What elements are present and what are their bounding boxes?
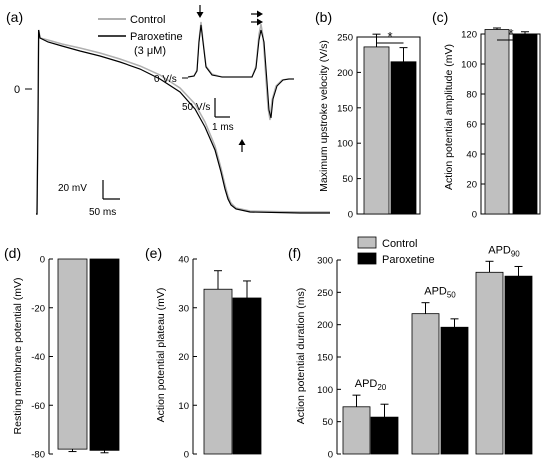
y-tick-label: 60: [466, 120, 477, 131]
panel-d-label: (d): [4, 245, 21, 261]
category-label-apd50: APD50: [424, 286, 456, 300]
panel-e-label: (e): [145, 245, 162, 261]
y-tick-label: -40: [31, 352, 45, 363]
bar-control: [484, 29, 510, 215]
y-tick-label: 150: [337, 103, 353, 114]
panel-c-plot: 0 20 40 60 80 100 120 *: [461, 26, 541, 221]
panel-a-scalebar-v-label: 20 mV: [58, 183, 87, 194]
y-tick-label: 80: [466, 90, 477, 101]
y-tick-label: 40: [466, 150, 477, 161]
inset-trace-paroxetine: [187, 24, 294, 119]
panel-c-ylabel: Action potential amplitude (mV): [443, 44, 455, 190]
panel-a-zero-label: 0: [14, 84, 20, 96]
panel-a-label: (a): [6, 9, 23, 25]
bar-paroxetine: [89, 258, 120, 451]
y-tick-label: 50: [342, 174, 353, 185]
bar-apd20-paroxetine: [370, 416, 399, 455]
inset-scalebar-h-label: 1 ms: [212, 122, 234, 133]
legend-paroxetine-label: Paroxetine: [130, 31, 183, 43]
y-tick-label: 250: [317, 288, 333, 299]
y-tick-label: -80: [31, 450, 45, 461]
legend-f-paroxetine-swatch: [357, 252, 377, 265]
arrow-trough-head: [238, 139, 246, 145]
panel-a-inset: 0 V/s 50 V/s 1 ms: [154, 5, 294, 152]
bar-apd50-control: [411, 313, 440, 455]
panel-f-label: (f): [288, 245, 301, 261]
category-label-apd20: APD20: [355, 378, 387, 392]
y-tick-label: 0: [40, 255, 45, 266]
panel-f-ylabel: Action potential duration (ms): [295, 288, 307, 425]
y-tick-label: 10: [178, 401, 189, 412]
panel-c-ap-amplitude: (c) Action potential amplitude (mV) 0 20 4…: [432, 9, 541, 221]
legend-f-control-swatch: [357, 236, 377, 249]
panel-e-ylabel: Action potential plateau (mV): [155, 288, 167, 423]
panel-f-plot: 0 50 100 150 200 250 300 APD20 APD50 APD90: [317, 244, 533, 461]
bar-control: [363, 46, 390, 215]
arrow-right-lower-head: [257, 18, 263, 26]
inset-zero-label: 0 V/s: [154, 74, 177, 85]
y-tick-label: -20: [31, 303, 45, 314]
arrow-peak-head: [196, 12, 204, 18]
y-tick-label: 0: [328, 450, 333, 461]
y-tick-label: 50: [322, 417, 333, 428]
y-tick-label: 100: [461, 60, 477, 71]
trace-paroxetine: [36, 29, 330, 215]
bar-apd90-control: [475, 271, 504, 455]
y-tick-label: 120: [461, 30, 477, 41]
category-label-apd90: APD90: [488, 244, 520, 258]
significance-marker: *: [387, 29, 392, 44]
bar-apd50-paroxetine: [440, 326, 469, 455]
panel-b-upstroke-velocity: (b) Maximum upstroke velocity (V/s) 0 50 1…: [315, 9, 421, 221]
y-tick-label: 150: [317, 353, 333, 364]
y-tick-label: 200: [317, 320, 333, 331]
significance-marker: *: [508, 26, 513, 41]
y-tick-label: 30: [178, 303, 189, 314]
legend-f-control-label: Control: [382, 238, 417, 250]
y-tick-label: 300: [317, 256, 333, 267]
panel-d-resting-potential: (d) Resting membrane potential (mV) 0 -20…: [4, 245, 120, 461]
bar-paroxetine: [390, 61, 417, 215]
legend-f-paroxetine-label: Paroxetine: [382, 254, 435, 266]
panel-d-plot: 0 -20 -40 -60 -80: [31, 255, 120, 461]
y-tick-label: 100: [337, 139, 353, 150]
bar-control: [57, 258, 88, 450]
y-tick-label: 0: [472, 210, 477, 221]
y-tick-label: 200: [337, 68, 353, 79]
bar-apd20-control: [342, 406, 371, 455]
panel-c-label: (c): [432, 9, 448, 25]
bar-paroxetine: [512, 33, 538, 215]
y-tick-label: -60: [31, 401, 45, 412]
bar-apd90-paroxetine: [504, 275, 533, 455]
bar-paroxetine: [232, 297, 262, 455]
panel-b-ylabel: Maximum upstroke velocity (V/s): [318, 40, 330, 192]
bar-control: [203, 288, 233, 455]
panel-a-scalebar-h-label: 50 ms: [89, 207, 116, 218]
arrow-right-upper-head: [257, 10, 263, 18]
y-tick-label: 250: [337, 33, 353, 44]
y-tick-label: 0: [184, 450, 189, 461]
legend-control-label: Control: [130, 14, 165, 26]
panel-f-ap-duration: (f) Action potential duration (ms) 0 50 10…: [288, 236, 533, 461]
inset-scalebar-v-label: 50 V/s: [182, 102, 210, 113]
panel-b-plot: 0 50 100 150 200 250 *: [337, 29, 421, 221]
panel-d-ylabel: Resting membrane potential (mV): [12, 278, 24, 435]
panel-b-label: (b): [315, 9, 332, 25]
y-tick-label: 20: [178, 352, 189, 363]
panel-a-action-potential-traces: (a) 0 Control Paroxetine (3 μM) 20 mV 50…: [6, 5, 330, 218]
legend-concentration-label: (3 μM): [134, 45, 166, 57]
y-tick-label: 40: [178, 255, 189, 266]
y-tick-label: 100: [317, 385, 333, 396]
panel-e-plot: 0 10 20 30 40: [178, 255, 262, 461]
y-tick-label: 20: [466, 180, 477, 191]
y-tick-label: 0: [348, 210, 353, 221]
panel-e-ap-plateau: (e) Action potential plateau (mV) 0 10 20 3…: [145, 245, 262, 461]
